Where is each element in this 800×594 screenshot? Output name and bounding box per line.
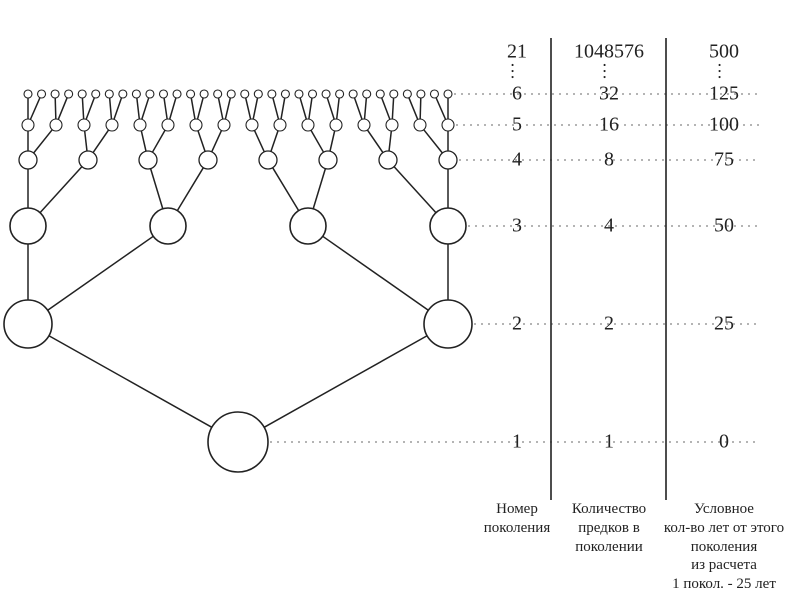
table-value: 125 [709, 83, 739, 106]
ellipsis: … [507, 62, 528, 82]
ellipsis: … [714, 62, 735, 82]
column-header: Количество предков в поколении [554, 500, 664, 556]
diagram-stage: 21 1048576 500 6 32 125 5 16 100 4 8 75 3 4 50 2 2 25 1 1 0 …… [0, 0, 800, 591]
table-value: 1 [512, 431, 522, 454]
table-value: 2 [512, 313, 522, 336]
table-value: 16 [599, 114, 619, 137]
dotted-guides [270, 94, 760, 442]
ellipsis: … [599, 62, 620, 82]
column-header: Номер поколения [472, 500, 562, 538]
table-value: 3 [512, 215, 522, 238]
table-value: 1 [604, 431, 614, 454]
table-value: 21 [507, 41, 527, 64]
table-value: 4 [512, 149, 522, 172]
table-value: 50 [714, 215, 734, 238]
table-value: 2 [604, 313, 614, 336]
table-value: 75 [714, 149, 734, 172]
table-value: 25 [714, 313, 734, 336]
table-value: 1048576 [574, 41, 644, 64]
tree-nodes [4, 90, 472, 472]
table-value: 500 [709, 41, 739, 64]
column-header: Условное кол-во лет от этого поколения и… [659, 500, 789, 594]
table-value: 8 [604, 149, 614, 172]
table-value: 100 [709, 114, 739, 137]
tree-edges [28, 98, 448, 428]
table-value: 0 [719, 431, 729, 454]
table-value: 4 [604, 215, 614, 238]
table-value: 6 [512, 83, 522, 106]
table-value: 5 [512, 114, 522, 137]
table-value: 32 [599, 83, 619, 106]
